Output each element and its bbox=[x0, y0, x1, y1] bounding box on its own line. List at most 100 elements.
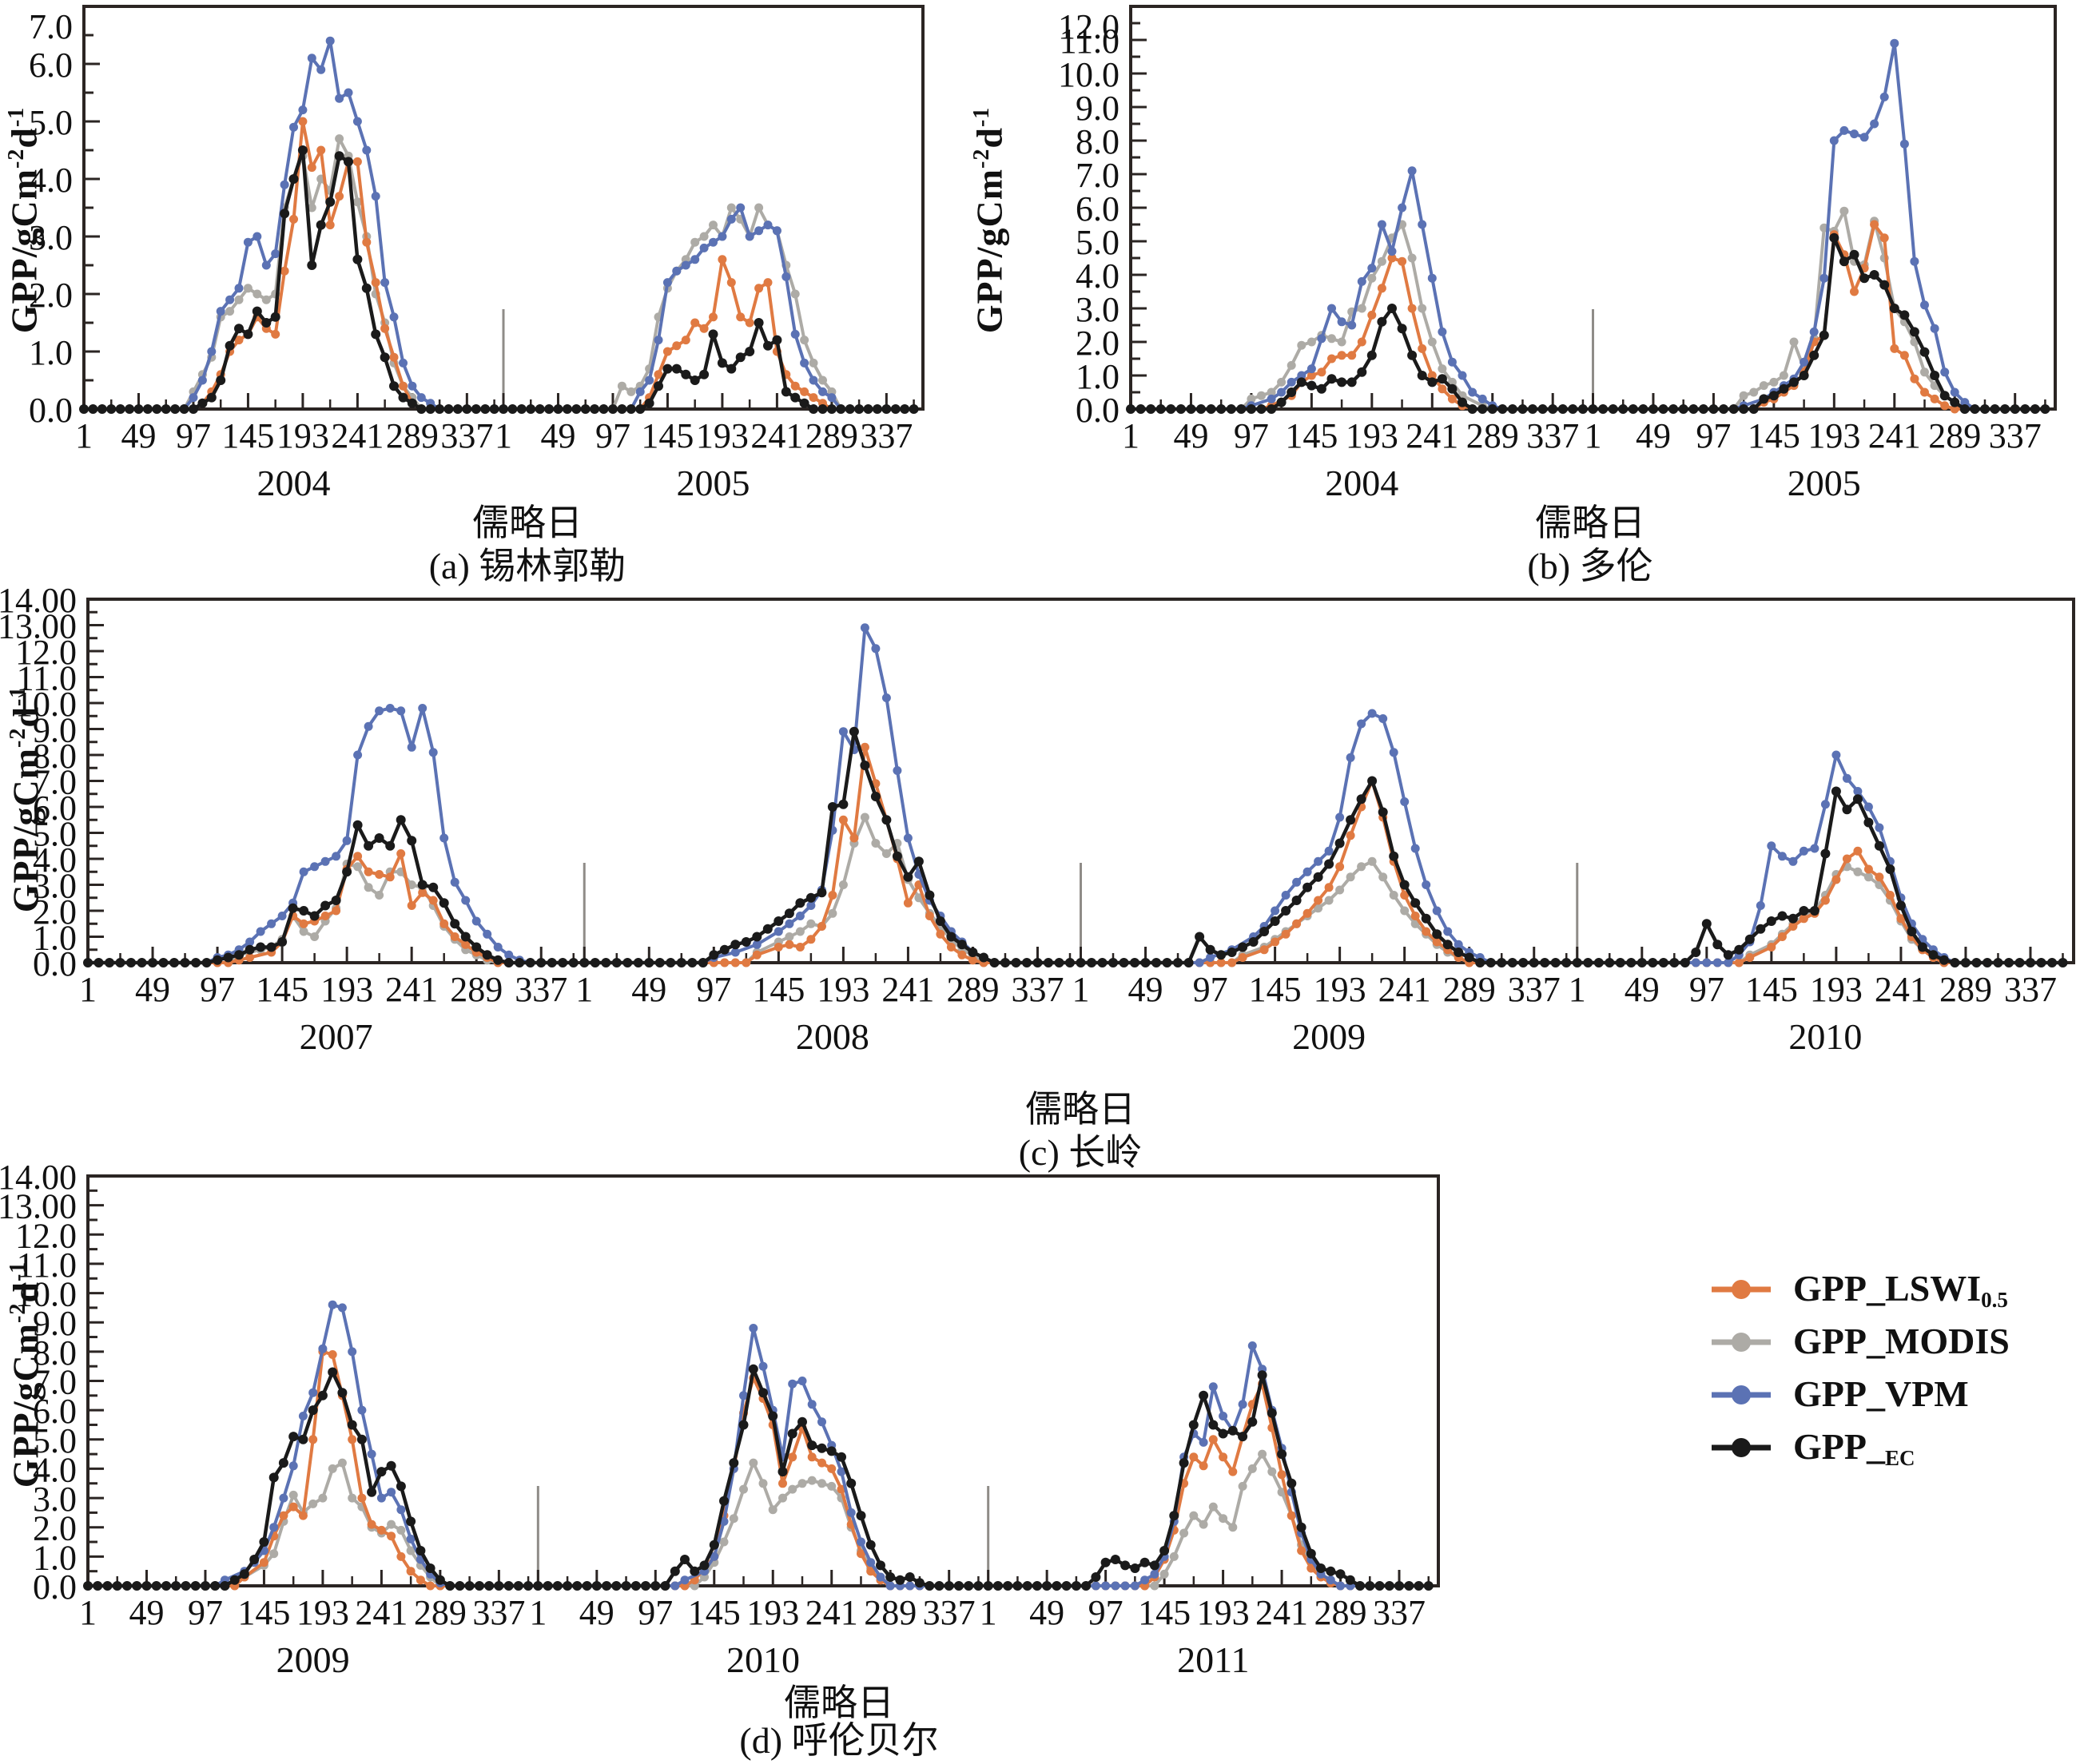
x-tick-label: 1 bbox=[1072, 970, 1090, 1009]
series-ec bbox=[579, 726, 1075, 967]
y-tick-label: 8.0 bbox=[33, 1333, 77, 1373]
x-tick-label: 145 bbox=[237, 1593, 290, 1632]
x-tick-label: 337 bbox=[2004, 970, 2057, 1009]
x-tick-label: 1 bbox=[529, 1593, 547, 1632]
x-tick-label: 49 bbox=[579, 1593, 614, 1632]
series-ec bbox=[499, 318, 919, 414]
x-tick-label: 193 bbox=[696, 416, 749, 455]
x-tick-label: 337 bbox=[860, 416, 913, 455]
y-tick-label: 8.0 bbox=[33, 737, 77, 776]
series-vpm bbox=[1589, 38, 2050, 414]
legend-item-gpp-lswi: GPP_LSWI0.5 bbox=[1710, 1268, 2062, 1312]
y-tick-label: 4.0 bbox=[29, 161, 73, 200]
y-tick-label: 2.0 bbox=[33, 1509, 77, 1548]
series-lswi bbox=[1589, 220, 2050, 414]
x-tick-label: 241 bbox=[1868, 416, 1921, 455]
x-tick-label: 193 bbox=[276, 416, 329, 455]
legend-label-gpp-ec: GPP_EC bbox=[1793, 1425, 1915, 1470]
x-tick-label: 337 bbox=[472, 1593, 525, 1632]
x-tick-label: 145 bbox=[752, 970, 805, 1009]
y-tick-label: 2.0 bbox=[1076, 324, 1120, 363]
y-tick-label: 7.0 bbox=[1076, 156, 1120, 195]
x-tick-label: 289 bbox=[1314, 1593, 1367, 1632]
series-ec bbox=[1126, 304, 1588, 414]
series-modis bbox=[499, 203, 919, 414]
series-lswi bbox=[1126, 253, 1588, 414]
x-tick-label: 241 bbox=[881, 970, 934, 1009]
series-vpm bbox=[984, 1341, 1434, 1591]
y-tick-label: 11.0 bbox=[17, 1246, 77, 1285]
x-tick-label: 241 bbox=[750, 416, 803, 455]
panel-d-chart: 14.0013.0012.011.010.09.08.07.06.05.04.0… bbox=[0, 1158, 1440, 1680]
x-tick-label: 97 bbox=[638, 1593, 673, 1632]
x-tick-label: 97 bbox=[188, 1593, 223, 1632]
x-tick-label: 145 bbox=[641, 416, 694, 455]
x-tick-label: 193 bbox=[320, 970, 373, 1009]
x-tick-label: 193 bbox=[1346, 416, 1398, 455]
series-vpm bbox=[1573, 750, 2067, 967]
panel-a-x-axis-title: 儒略日 bbox=[472, 503, 583, 543]
x-tick-label: 241 bbox=[331, 416, 384, 455]
y-tick-label: 6.0 bbox=[29, 46, 73, 85]
x-tick-label: 289 bbox=[946, 970, 999, 1009]
y-tick-label: 9.0 bbox=[1076, 89, 1120, 128]
y-tick-label: 9.0 bbox=[33, 1304, 77, 1343]
year-label: 2008 bbox=[796, 1016, 869, 1057]
y-tick-label: 6.0 bbox=[1076, 189, 1120, 228]
x-tick-label: 289 bbox=[864, 1593, 917, 1632]
y-tick-label: 5.0 bbox=[33, 815, 77, 854]
x-tick-label: 337 bbox=[1011, 970, 1064, 1009]
series-lswi bbox=[1573, 846, 2067, 967]
x-tick-label: 49 bbox=[540, 416, 575, 455]
x-tick-label: 49 bbox=[1029, 1593, 1064, 1632]
x-tick-label: 97 bbox=[176, 416, 211, 455]
y-tick-label: 7.0 bbox=[33, 763, 77, 802]
x-tick-label: 193 bbox=[817, 970, 869, 1009]
y-tick-label: 7.0 bbox=[29, 7, 73, 46]
y-tick-label: 3.0 bbox=[33, 1480, 77, 1519]
x-tick-label: 1 bbox=[79, 1593, 97, 1632]
y-tick-label: 6.0 bbox=[33, 1392, 77, 1431]
legend: GPP_LSWI0.5 GPP_MODIS GPP_VPM GPP_EC bbox=[1710, 1268, 2062, 1470]
series-ec bbox=[83, 815, 579, 967]
x-tick-label: 49 bbox=[1636, 416, 1671, 455]
x-tick-label: 241 bbox=[1255, 1593, 1308, 1632]
x-tick-label: 145 bbox=[688, 1593, 741, 1632]
y-tick-label: 6.0 bbox=[33, 789, 77, 828]
year-label: 2009 bbox=[276, 1639, 350, 1680]
series-ec bbox=[79, 145, 499, 414]
panel-a-chart: 7.06.05.04.03.02.01.00.01 49 97 145 193 241 28… bbox=[29, 5, 925, 503]
x-tick-label: 1 bbox=[75, 416, 93, 455]
x-tick-label: 1 bbox=[1569, 970, 1586, 1009]
x-tick-label: 337 bbox=[515, 970, 567, 1009]
y-tick-label: 3.0 bbox=[1076, 290, 1120, 329]
x-tick-label: 193 bbox=[746, 1593, 799, 1632]
x-tick-label: 241 bbox=[355, 1593, 408, 1632]
x-tick-label: 289 bbox=[805, 416, 858, 455]
panel-b-y-axis-title: GPP/gCm-2d-1 bbox=[968, 106, 1010, 333]
x-tick-label: 145 bbox=[1748, 416, 1800, 455]
x-tick-label: 241 bbox=[1378, 970, 1431, 1009]
panel-d-caption: (d) 呼伦贝尔 bbox=[739, 1720, 939, 1761]
y-tick-label: 4.0 bbox=[33, 1450, 77, 1489]
year-label: 2010 bbox=[1788, 1016, 1862, 1057]
y-tick-label: 9.0 bbox=[33, 711, 77, 750]
y-tick-label: 1.0 bbox=[33, 1538, 77, 1577]
y-tick-label: 1.0 bbox=[33, 919, 77, 958]
y-tick-label: 2.0 bbox=[29, 276, 73, 315]
x-tick-label: 193 bbox=[296, 1593, 349, 1632]
x-tick-label: 289 bbox=[386, 416, 439, 455]
x-tick-label: 193 bbox=[1810, 970, 1863, 1009]
legend-item-gpp-vpm: GPP_VPM bbox=[1710, 1373, 2062, 1414]
series-modis bbox=[1076, 856, 1571, 967]
panel-d-x-axis-title: 儒略日 bbox=[784, 1683, 894, 1723]
series-ec bbox=[83, 1367, 534, 1591]
x-tick-label: 289 bbox=[1466, 416, 1519, 455]
y-tick-label: 10.0 bbox=[15, 1275, 77, 1314]
series-ec bbox=[533, 1364, 984, 1591]
y-tick-label: 13.00 bbox=[0, 1187, 77, 1226]
gpp-lswi-marker-icon bbox=[1712, 1280, 1771, 1299]
y-tick-label: 0.0 bbox=[33, 1567, 77, 1607]
series-ec bbox=[1572, 786, 2068, 967]
legend-item-gpp-ec: GPP_EC bbox=[1710, 1426, 2062, 1470]
